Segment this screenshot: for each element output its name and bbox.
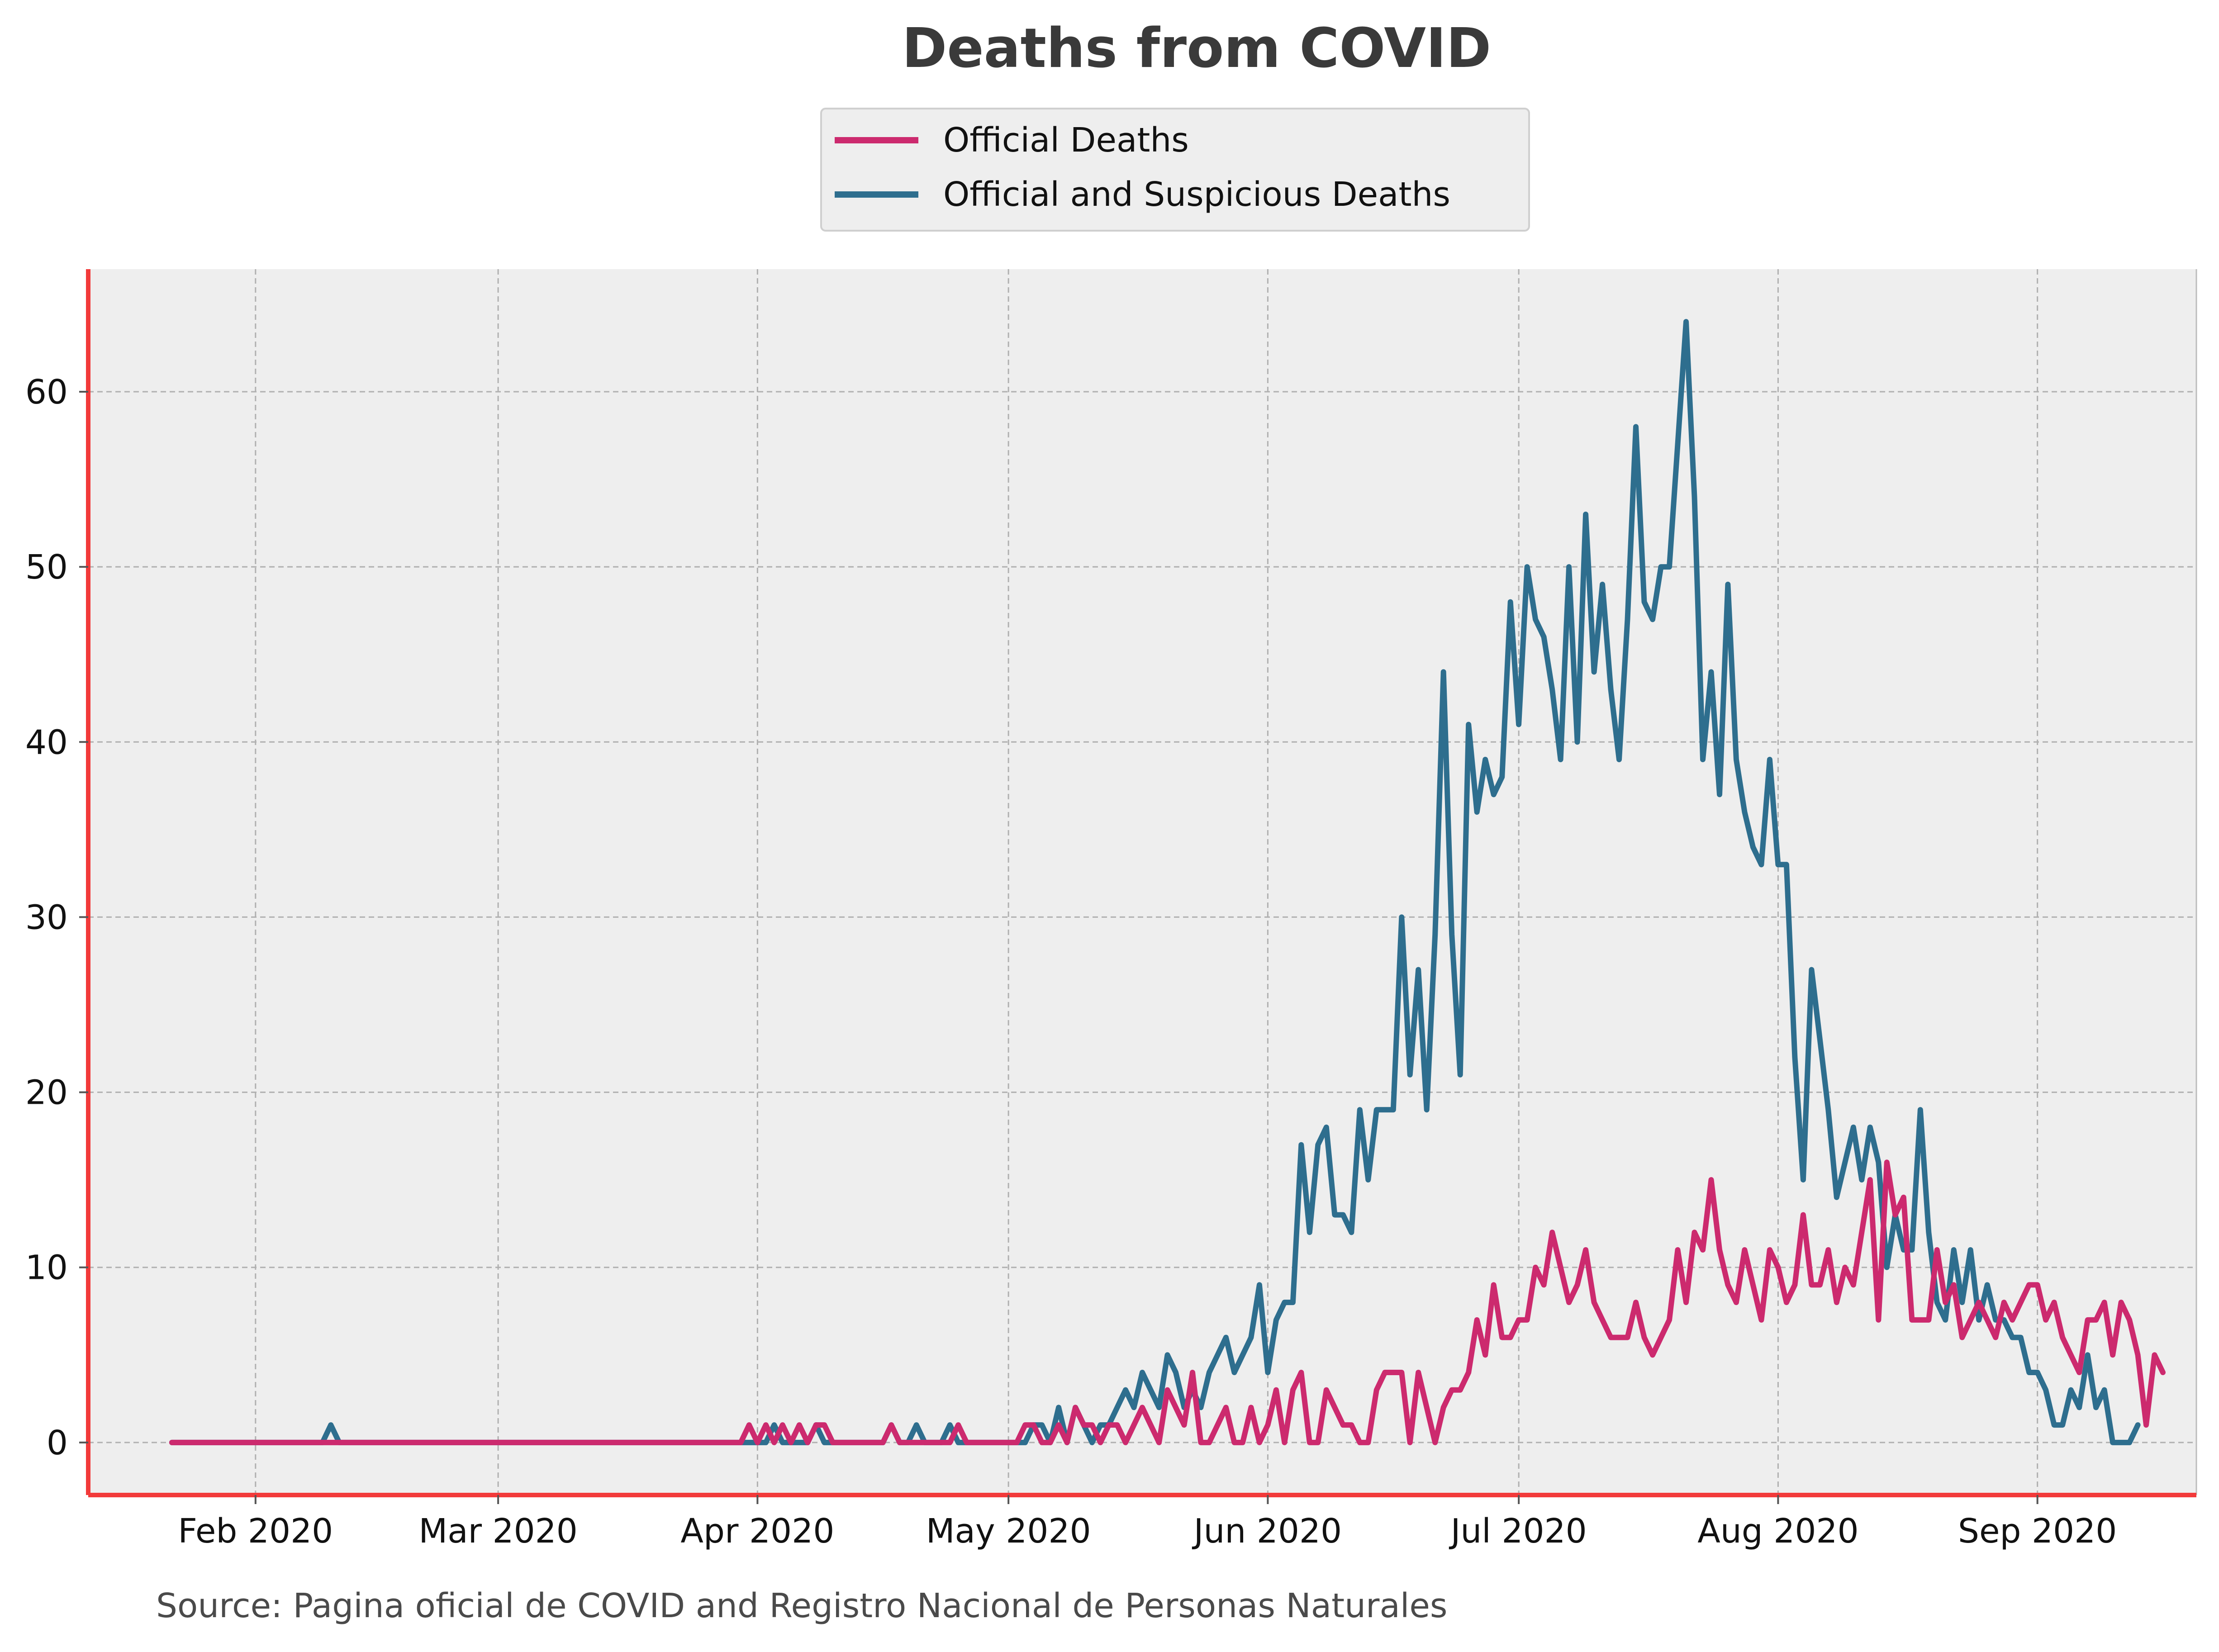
y-axis: 0 10 20 30 40 50 60 xyxy=(25,373,88,1462)
x-tick-label: Mar 2020 xyxy=(418,1512,577,1551)
plot-area xyxy=(86,269,2197,1497)
y-tick-label: 40 xyxy=(25,723,68,762)
grid-lines xyxy=(88,269,2196,1495)
x-tick-label: Jun 2020 xyxy=(1192,1512,1342,1551)
plot-background xyxy=(88,269,2196,1495)
legend-label-suspicious: Official and Suspicious Deaths xyxy=(943,175,1450,214)
y-tick-label: 30 xyxy=(25,898,68,937)
x-tick-label: May 2020 xyxy=(926,1512,1091,1551)
legend-box xyxy=(820,108,1530,232)
source-note: Source: Pagina oficial de COVID and Regi… xyxy=(156,1586,1447,1625)
y-tick-label: 60 xyxy=(25,373,68,412)
y-tick-label: 10 xyxy=(25,1248,68,1287)
x-tick-label: Jul 2020 xyxy=(1449,1512,1587,1551)
series-line-official-deaths xyxy=(169,1159,2166,1445)
y-tick-label: 50 xyxy=(25,548,68,587)
chart-title: Deaths from COVID xyxy=(902,17,1492,80)
x-tick-label: Apr 2020 xyxy=(680,1512,834,1551)
y-tick-label: 0 xyxy=(47,1424,68,1462)
x-tick-label: Feb 2020 xyxy=(178,1512,333,1551)
series-lines xyxy=(169,319,2166,1445)
x-tick-label: Aug 2020 xyxy=(1697,1512,1858,1551)
y-tick-label: 20 xyxy=(25,1073,68,1112)
x-tick-label: Sep 2020 xyxy=(1958,1512,2117,1551)
legend-label-official: Official Deaths xyxy=(943,121,1189,160)
legend: Official Deaths Official and Suspicious … xyxy=(820,108,1530,232)
x-axis: Feb 2020 Mar 2020 Apr 2020 May 2020 Jun 2020… xyxy=(178,1495,2117,1551)
